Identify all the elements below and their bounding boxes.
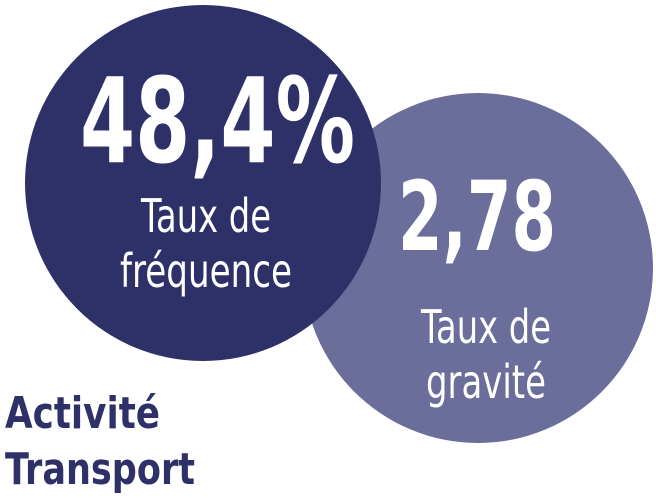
frequency-value: 48,4% — [80, 52, 355, 190]
title: Transport — [5, 444, 195, 495]
gravity-circle — [303, 93, 653, 443]
gravity-value: 2,78 — [398, 161, 556, 273]
gravity-label: Taux de — [420, 300, 551, 354]
frequency-label: fréquence — [120, 244, 292, 298]
frequency-label: Taux de — [140, 189, 271, 243]
title: Activité — [5, 388, 160, 439]
frequency-circle — [25, 5, 381, 361]
gravity-label: gravité — [426, 355, 546, 409]
